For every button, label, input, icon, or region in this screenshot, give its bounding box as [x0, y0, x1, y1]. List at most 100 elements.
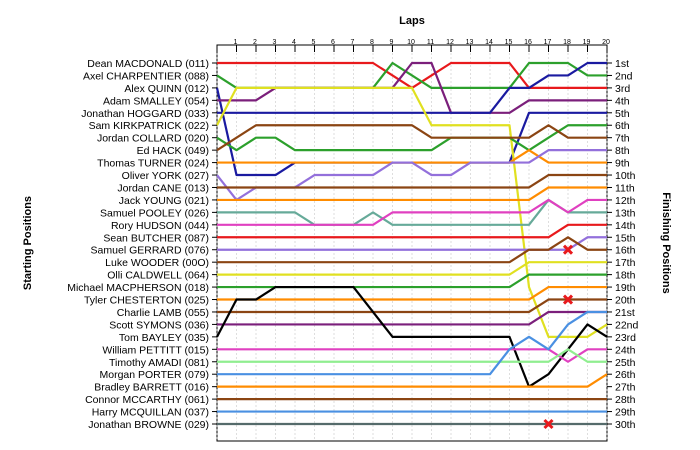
starting-driver-label: Alex QUINN (012) [124, 83, 209, 95]
driver-position-line [217, 198, 607, 226]
finishing-position-label: 25th [615, 357, 636, 369]
right-axis-title: Finishing Positions [660, 192, 672, 293]
starting-driver-label: Oliver YORK (027) [122, 170, 209, 182]
starting-driver-label: Jonathan HOGGARD (033) [81, 108, 209, 120]
driver-position-line [216, 124, 607, 152]
starting-driver-label: Scott SYMONS (036) [109, 319, 209, 331]
finishing-position-label: 26th [615, 369, 636, 381]
finishing-position-label: 24th [615, 344, 636, 356]
finishing-position-label: 14th [615, 220, 636, 232]
finishing-position-label: 19th [615, 282, 636, 294]
starting-driver-label: Sam KIRKPATRICK (022) [89, 120, 209, 132]
finishing-position-label: 13th [615, 207, 636, 219]
driver-position-line [217, 348, 607, 363]
retirement-marker [543, 418, 554, 430]
finishing-position-label: 20th [615, 295, 636, 307]
lap-tick-label: 16 [524, 39, 532, 46]
driver-position-line [217, 373, 608, 388]
starting-driver-label: Harry MCQUILLAN (037) [92, 407, 209, 419]
x-axis-title: Laps [399, 15, 425, 27]
starting-driver-label: Luke WOODER (00O) [105, 257, 209, 269]
starting-driver-label: Bradley BARRETT (016) [94, 382, 209, 394]
lap-tick-label: 8 [370, 39, 374, 46]
starting-driver-label: Ed HACK (049) [137, 145, 209, 157]
driver-position-line [217, 348, 607, 363]
finishing-position-label: 15th [615, 232, 636, 244]
starting-driver-label: Dean MACDONALD (011) [87, 58, 209, 70]
starting-driver-label: Adam SMALLEY (054) [103, 95, 209, 107]
lap-tick-label: 2 [253, 39, 257, 46]
starting-driver-label: Timothy AMADI (081) [109, 357, 209, 369]
starting-driver-label: Tom BAYLEY (035) [119, 332, 209, 344]
starting-driver-label: Samuel POOLEY (026) [100, 207, 209, 219]
lap-tick-label: 1 [234, 39, 238, 46]
lap-tick-label: 11 [427, 39, 434, 46]
starting-driver-label: Thomas TURNER (024) [97, 158, 209, 170]
finishing-position-label: 21st [615, 307, 635, 319]
lap-tick-label: 5 [312, 39, 316, 46]
retirement-marker [562, 294, 574, 305]
starting-driver-label: William PETTITT (015) [102, 344, 209, 356]
lap-tick-label: 20 [602, 39, 610, 46]
finishing-position-label: 6th [615, 120, 630, 132]
finishing-position-label: 22nd [615, 319, 639, 331]
driver-position-line [217, 310, 607, 326]
finishing-position-label: 3rd [615, 83, 630, 95]
driver-position-line [216, 285, 608, 388]
lap-tick-label: 15 [505, 39, 513, 46]
starting-driver-label: Morgan PORTER (079) [99, 369, 209, 381]
finishing-position-label: 2nd [615, 70, 633, 82]
left-axis-title: Starting Positions [22, 196, 34, 290]
driver-position-line [216, 86, 608, 338]
finishing-position-label: 30th [615, 419, 636, 431]
driver-position-line [217, 285, 607, 301]
driver-position-line [216, 124, 607, 152]
starting-driver-label: Jonathan BROWNE (029) [88, 419, 209, 431]
finishing-position-label: 16th [615, 245, 636, 257]
starting-position-labels: Dean MACDONALD (011)Axel CHARPENTIER (08… [67, 58, 217, 431]
starting-driver-label: Axel CHARPENTIER (088) [83, 70, 209, 82]
retirement-marker [562, 244, 574, 255]
lap-tick-label: 3 [273, 39, 277, 46]
lap-tick-label: 7 [351, 39, 355, 46]
finishing-position-label: 10th [615, 170, 636, 182]
finishing-position-label: 17th [615, 257, 636, 269]
lap-tick-label: 10 [407, 39, 415, 46]
lap-tick-label: 4 [292, 39, 296, 46]
driver-position-line [217, 186, 607, 202]
finishing-position-label: 23rd [615, 332, 636, 344]
starting-driver-label: Samuel GERRARD (076) [91, 245, 209, 257]
starting-driver-label: Olli CALDWELL (064) [107, 270, 209, 282]
finishing-position-label: 1st [615, 58, 629, 70]
starting-driver-label: Rory HUDSON (044) [111, 220, 209, 232]
starting-driver-label: Tyler CHESTERTON (025) [84, 295, 209, 307]
finishing-position-label: 18th [615, 270, 636, 282]
lap-ticks: 1 2 3 4 5 6 7 8 9 10 11 12 13 14 15 16 17 18 19 20 [216, 39, 610, 52]
finishing-position-label: 28th [615, 394, 636, 406]
starting-driver-label: Jack YOUNG (021) [119, 195, 209, 207]
finishing-position-label: 8th [615, 145, 630, 157]
driver-position-line [217, 61, 607, 114]
driver-position-line [217, 298, 607, 314]
finishing-position-label: 5th [615, 108, 630, 120]
starting-driver-label: Jordan COLLARD (020) [97, 133, 209, 145]
starting-driver-label: Michael MACPHERSON (018) [67, 282, 209, 294]
finishing-position-label: 29th [615, 407, 636, 419]
lap-tick-label: 14 [485, 39, 493, 46]
finishing-position-label: 9th [615, 158, 630, 170]
finishing-position-label: 12th [615, 195, 636, 207]
driver-position-line [217, 198, 607, 226]
finishing-position-label: 4th [615, 95, 630, 107]
starting-driver-label: Charlie LAMB (055) [117, 307, 209, 319]
driver-position-line [217, 310, 607, 376]
retirement-markers [543, 244, 574, 430]
driver-position-line [217, 261, 607, 276]
lap-tick-label: 19 [583, 39, 591, 46]
starting-driver-label: Sean BUTCHER (087) [103, 232, 209, 244]
plot-grid [216, 44, 608, 442]
lap-tick-label: 12 [446, 39, 454, 46]
starting-driver-label: Connor MCCARTHY (061) [85, 394, 209, 406]
driver-position-line [217, 223, 607, 239]
driver-position-line [217, 236, 607, 264]
finishing-position-label: 11th [615, 182, 635, 194]
